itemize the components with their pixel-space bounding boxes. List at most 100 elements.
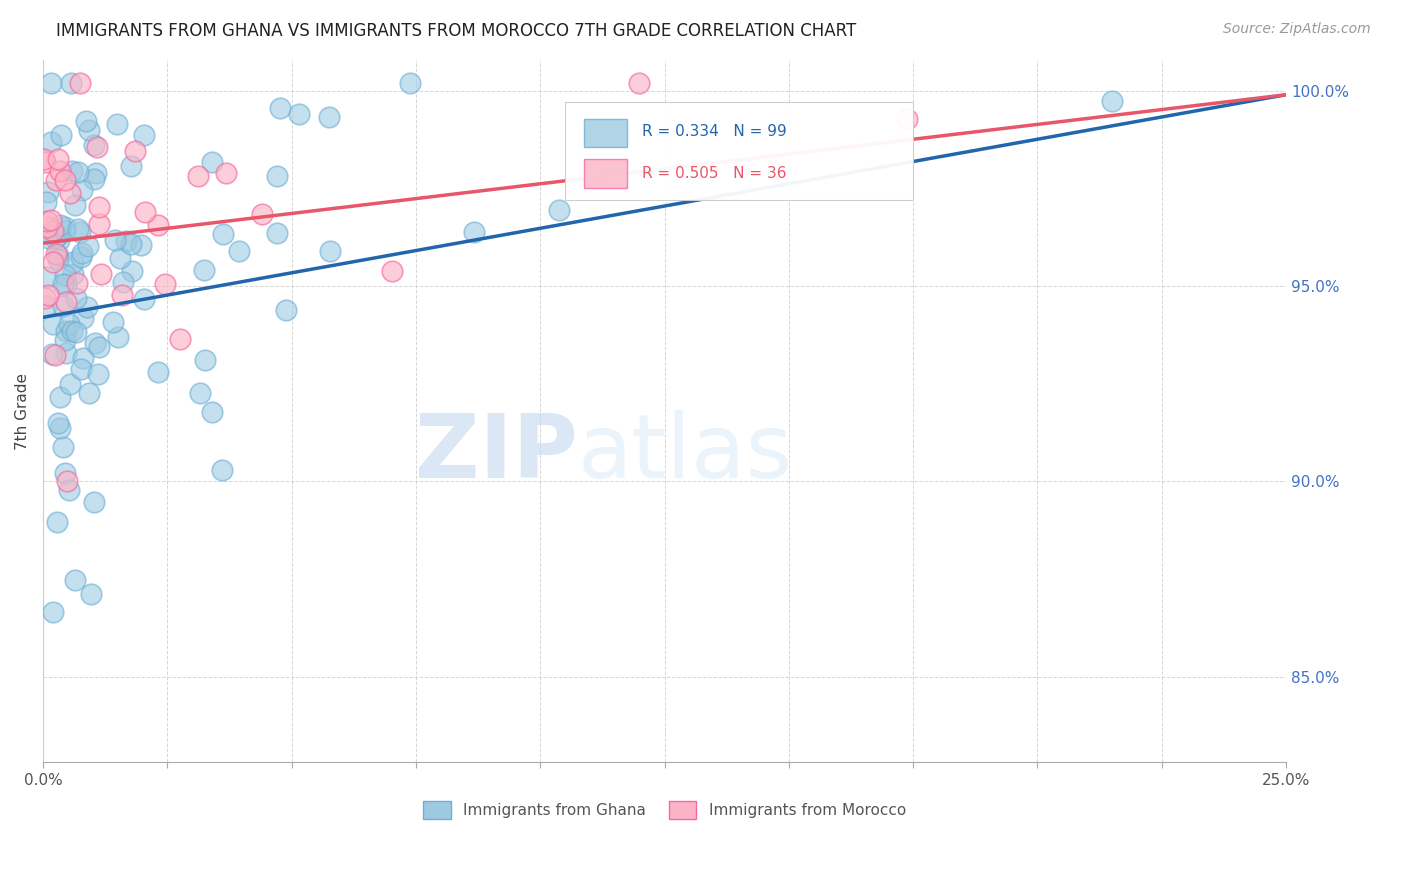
- Point: [87, 200, 110, 214]
- Point: [53, 220, 76, 235]
- Point: [319, 244, 342, 258]
- Point: [37, 185, 59, 199]
- Point: [146, 365, 169, 379]
- Point: [56, 475, 79, 489]
- Point: [44, 347, 66, 361]
- Point: [250, 207, 273, 221]
- Point: [46, 228, 69, 243]
- Point: [70, 361, 93, 376]
- Point: [53, 268, 76, 282]
- Point: [153, 277, 176, 291]
- Point: [45, 247, 67, 261]
- Point: [48, 252, 70, 266]
- Text: R = 0.505   N = 36: R = 0.505 N = 36: [643, 166, 787, 181]
- Point: [1101, 94, 1123, 108]
- Point: [77, 123, 100, 137]
- Point: [266, 226, 288, 240]
- Point: [274, 303, 297, 318]
- Point: [41, 255, 63, 269]
- Point: [34, 155, 56, 169]
- Point: [547, 202, 569, 217]
- Point: [896, 112, 918, 126]
- Point: [86, 166, 108, 180]
- Point: [72, 311, 94, 326]
- Point: [83, 495, 105, 509]
- Point: [52, 299, 75, 313]
- Point: [90, 267, 112, 281]
- Point: [35, 270, 58, 285]
- Point: [65, 291, 87, 305]
- Point: [46, 152, 69, 166]
- Point: [70, 183, 93, 197]
- Point: [120, 237, 142, 252]
- Point: [60, 163, 83, 178]
- Point: [318, 110, 340, 124]
- Point: [75, 114, 97, 128]
- Point: [201, 405, 224, 419]
- Point: [52, 440, 75, 454]
- Point: [112, 275, 135, 289]
- Point: [69, 76, 91, 90]
- Point: [63, 574, 86, 588]
- Point: [77, 386, 100, 401]
- Point: [52, 277, 75, 292]
- Point: [42, 605, 65, 619]
- Point: [60, 324, 83, 338]
- Point: [44, 231, 66, 245]
- Point: [49, 128, 72, 143]
- Point: [105, 117, 128, 131]
- Point: [66, 222, 89, 236]
- Point: [53, 224, 76, 238]
- Point: [37, 231, 59, 245]
- Point: [53, 173, 76, 187]
- Point: [83, 172, 105, 186]
- Point: [62, 254, 84, 268]
- Point: [84, 335, 107, 350]
- Point: [211, 227, 233, 241]
- Point: [58, 317, 80, 331]
- Point: [269, 101, 291, 115]
- Point: [76, 239, 98, 253]
- Point: [124, 144, 146, 158]
- Point: [169, 332, 191, 346]
- Text: atlas: atlas: [578, 409, 793, 497]
- Point: [228, 244, 250, 258]
- Point: [59, 377, 82, 392]
- Point: [146, 219, 169, 233]
- Point: [49, 218, 72, 232]
- Point: [121, 264, 143, 278]
- Point: [87, 340, 110, 354]
- Point: [35, 213, 58, 227]
- Point: [287, 106, 309, 120]
- Point: [398, 76, 420, 90]
- Point: [104, 233, 127, 247]
- Point: [65, 325, 87, 339]
- Legend: Immigrants from Ghana, Immigrants from Morocco: Immigrants from Ghana, Immigrants from M…: [418, 795, 912, 825]
- Point: [55, 295, 77, 310]
- Y-axis label: 7th Grade: 7th Grade: [15, 373, 30, 450]
- Point: [72, 351, 94, 365]
- Point: [628, 76, 651, 90]
- Point: [39, 136, 62, 150]
- Point: [215, 166, 238, 180]
- Point: [79, 586, 101, 600]
- Bar: [583, 160, 627, 187]
- Point: [463, 225, 485, 239]
- Point: [42, 317, 65, 331]
- Point: [76, 300, 98, 314]
- Point: [211, 462, 233, 476]
- Point: [107, 329, 129, 343]
- Point: [41, 212, 63, 227]
- Point: [62, 267, 84, 281]
- Point: [134, 128, 156, 143]
- Point: [69, 225, 91, 239]
- Point: [69, 250, 91, 264]
- Point: [87, 218, 110, 232]
- Point: [70, 246, 93, 260]
- Point: [187, 169, 209, 183]
- Point: [48, 164, 70, 178]
- Point: [134, 205, 156, 219]
- Point: [201, 155, 224, 169]
- Point: [42, 224, 65, 238]
- Point: [39, 76, 62, 90]
